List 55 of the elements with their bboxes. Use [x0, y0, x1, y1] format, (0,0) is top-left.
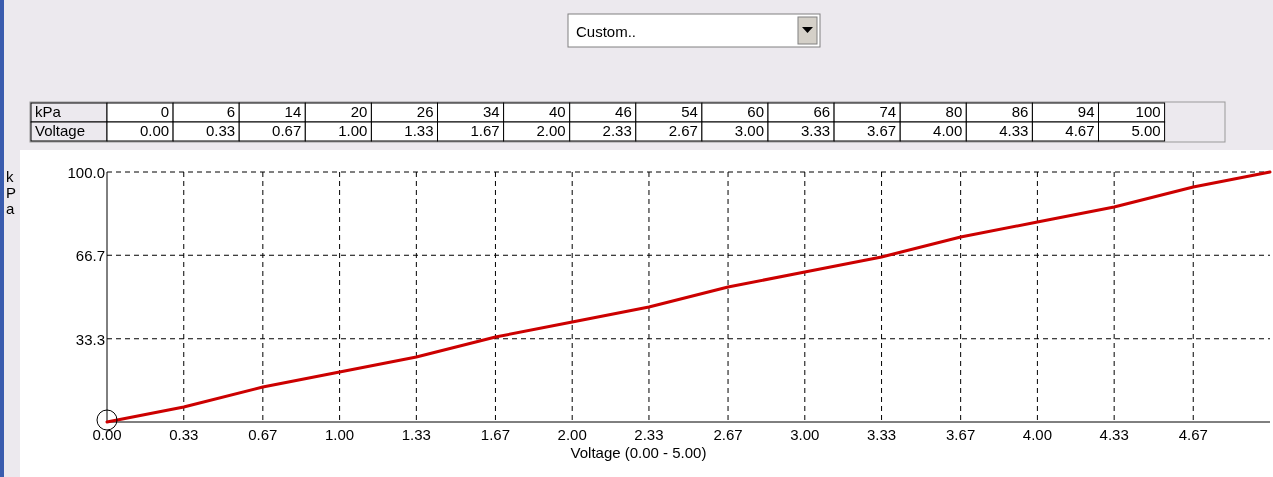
text: 54	[681, 103, 698, 120]
x-tick-label: 4.33	[1099, 426, 1129, 443]
text: 66	[813, 103, 831, 120]
text: 2.67	[668, 122, 698, 139]
text: kPa	[35, 103, 62, 120]
x-tick-label: 0.67	[248, 426, 278, 443]
text: 1.00	[338, 122, 368, 139]
text: 3.33	[800, 122, 831, 139]
x-tick-label: 2.67	[713, 426, 743, 443]
x-tick-label: 3.67	[946, 426, 976, 443]
text: 34	[482, 103, 500, 120]
x-tick-label: 1.67	[480, 426, 511, 443]
text: 80	[945, 103, 963, 120]
text: 100	[1135, 103, 1161, 120]
text: 1.67	[470, 122, 500, 139]
x-tick-label: 0.00	[92, 426, 122, 443]
x-tick-label: 1.00	[325, 426, 355, 443]
text: 4.00	[933, 122, 963, 139]
text: 3.67	[867, 122, 897, 139]
x-tick-label: 3.33	[866, 426, 897, 443]
x-tick-label: 4.00	[1022, 426, 1052, 443]
x-tick-label: 1.33	[401, 426, 431, 443]
text: 4.67	[1065, 122, 1095, 139]
x-tick-label: 0.33	[169, 426, 199, 443]
y-tick-label: 100.0	[67, 164, 105, 181]
text: 6	[226, 103, 236, 120]
text: 4.33	[999, 122, 1029, 139]
text: Voltage	[35, 122, 86, 139]
text: 0.67	[272, 122, 302, 139]
text: 46	[615, 103, 632, 120]
text: Custom..	[576, 23, 637, 40]
text: 74	[879, 103, 897, 120]
text: 5.00	[1131, 122, 1161, 139]
text: 26	[416, 103, 434, 120]
text: 0	[160, 103, 170, 120]
text: 2.00	[536, 122, 566, 139]
y-tick-label: 66.7	[75, 247, 105, 265]
text: 40	[549, 103, 566, 120]
text: 14	[284, 103, 302, 120]
text: 1.33	[404, 122, 434, 139]
text: 60	[747, 103, 764, 120]
x-axis-title: Voltage (0.00 - 5.00)	[570, 444, 707, 461]
text: 0.33	[206, 122, 236, 139]
x-tick-label: 2.33	[634, 426, 664, 443]
x-tick-label: 2.00	[557, 426, 587, 443]
text: 86	[1011, 103, 1029, 120]
y-tick-label: 33.3	[75, 330, 105, 348]
y-axis-title: kPa	[6, 168, 17, 217]
text: 20	[350, 103, 368, 120]
text: 0.00	[139, 122, 170, 139]
x-tick-label: 3.00	[790, 426, 820, 443]
text: 94	[1077, 103, 1095, 120]
x-tick-label: 4.67	[1178, 426, 1208, 443]
text: 2.33	[602, 122, 632, 139]
text: 3.00	[734, 122, 764, 139]
